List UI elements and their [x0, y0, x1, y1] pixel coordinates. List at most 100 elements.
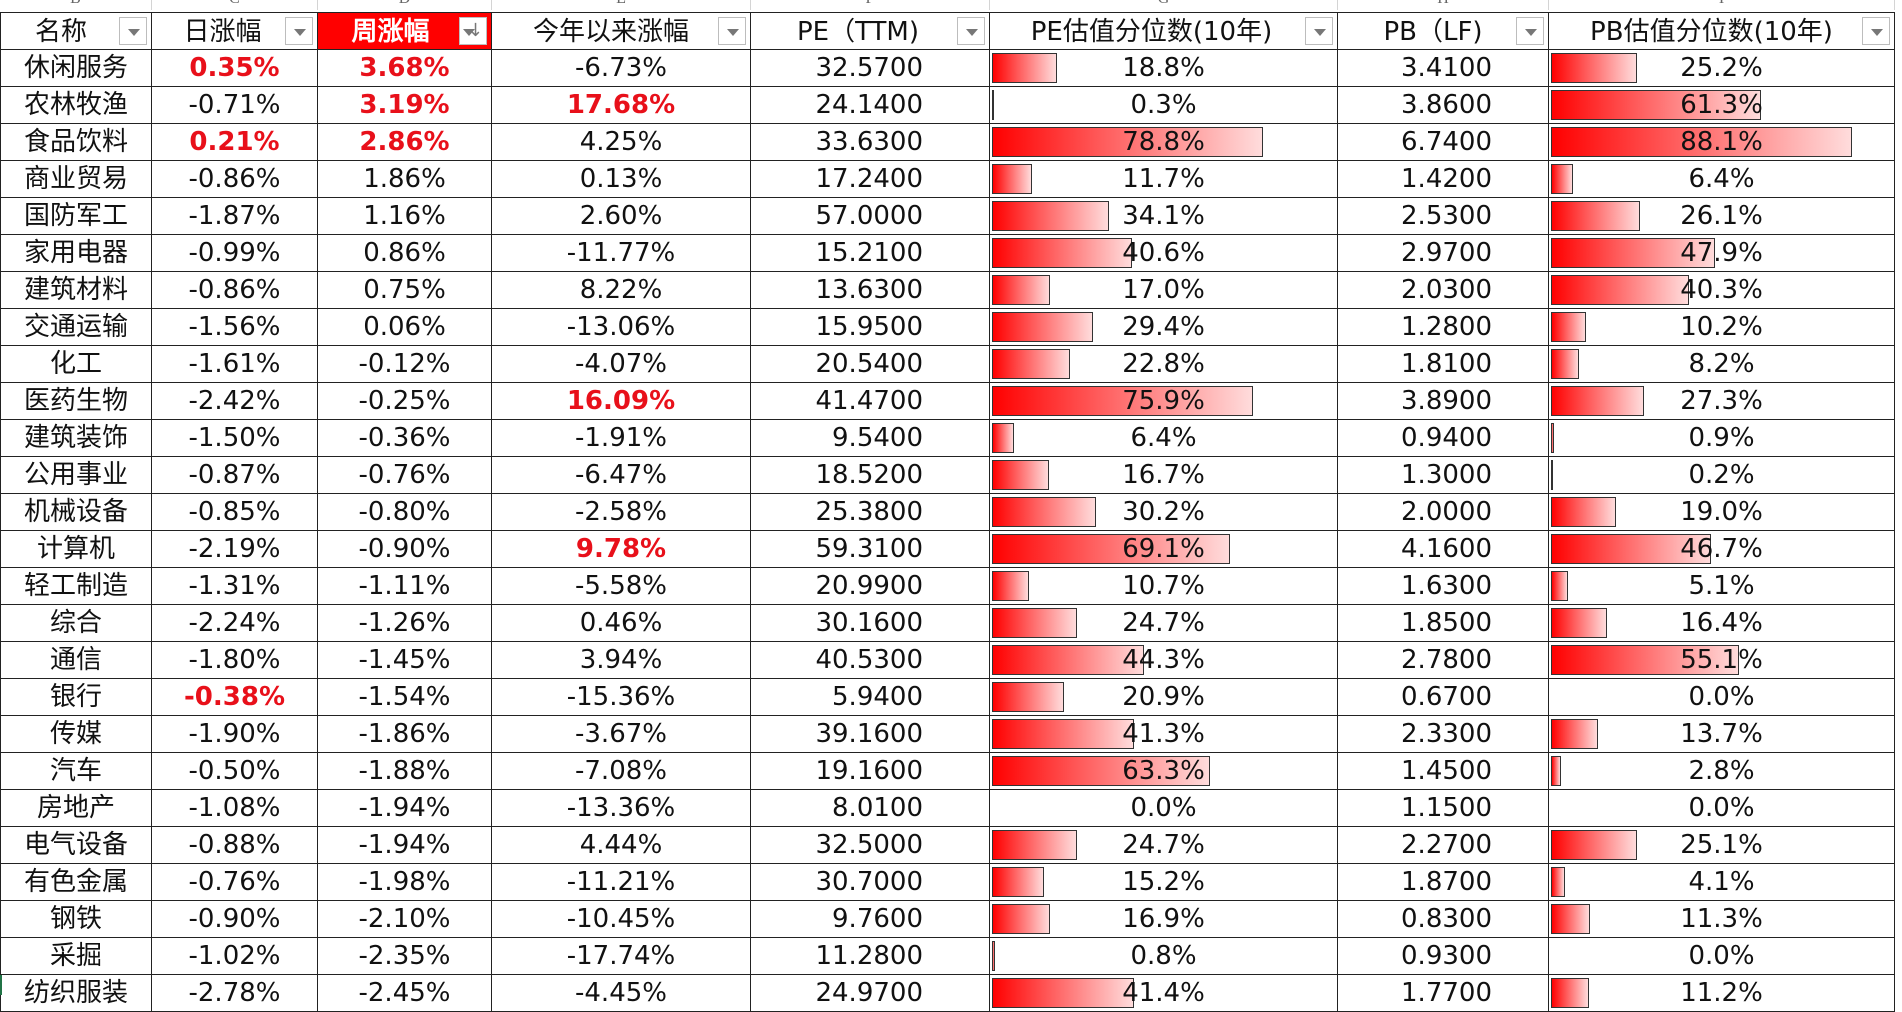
- cell-name[interactable]: 国防军工: [0, 198, 152, 235]
- cell-pb[interactable]: 1.4200: [1338, 161, 1549, 198]
- cell-ytd[interactable]: -4.45%: [492, 975, 751, 1012]
- cell-day[interactable]: -0.99%: [152, 235, 318, 272]
- cell-pb[interactable]: 1.7700: [1338, 975, 1549, 1012]
- cell-pe-pct[interactable]: 11.7%: [990, 161, 1338, 198]
- cell-pb-pct[interactable]: 26.1%: [1549, 198, 1895, 235]
- cell-pe[interactable]: 17.2400: [751, 161, 990, 198]
- cell-week[interactable]: -1.98%: [318, 864, 492, 901]
- filter-dropdown-button[interactable]: [1305, 17, 1333, 45]
- cell-pb-pct[interactable]: 4.1%: [1549, 864, 1895, 901]
- column-letter-E[interactable]: E: [492, 0, 751, 10]
- cell-day[interactable]: -0.85%: [152, 494, 318, 531]
- cell-pe[interactable]: 32.5000: [751, 827, 990, 864]
- cell-day[interactable]: -2.42%: [152, 383, 318, 420]
- cell-week[interactable]: -1.88%: [318, 753, 492, 790]
- cell-name[interactable]: 银行: [0, 679, 152, 716]
- cell-name[interactable]: 轻工制造: [0, 568, 152, 605]
- cell-pe-pct[interactable]: 41.3%: [990, 716, 1338, 753]
- cell-pb[interactable]: 2.0300: [1338, 272, 1549, 309]
- cell-week[interactable]: -1.26%: [318, 605, 492, 642]
- cell-pb[interactable]: 1.1500: [1338, 790, 1549, 827]
- cell-ytd[interactable]: -13.06%: [492, 309, 751, 346]
- sort-descending-filter-button[interactable]: ↓: [459, 17, 487, 45]
- cell-pb[interactable]: 0.6700: [1338, 679, 1549, 716]
- cell-name[interactable]: 食品饮料: [0, 124, 152, 161]
- cell-ytd[interactable]: -5.58%: [492, 568, 751, 605]
- cell-pb[interactable]: 2.3300: [1338, 716, 1549, 753]
- cell-pe-pct[interactable]: 0.3%: [990, 87, 1338, 124]
- cell-pb-pct[interactable]: 11.2%: [1549, 975, 1895, 1012]
- cell-pe[interactable]: 59.3100: [751, 531, 990, 568]
- cell-pb-pct[interactable]: 19.0%: [1549, 494, 1895, 531]
- cell-name[interactable]: 房地产: [0, 790, 152, 827]
- cell-pe-pct[interactable]: 18.8%: [990, 50, 1338, 87]
- cell-name[interactable]: 化工: [0, 346, 152, 383]
- cell-pb[interactable]: 1.4500: [1338, 753, 1549, 790]
- cell-ytd[interactable]: 2.60%: [492, 198, 751, 235]
- cell-pb[interactable]: 1.8700: [1338, 864, 1549, 901]
- cell-day[interactable]: -1.80%: [152, 642, 318, 679]
- cell-pb-pct[interactable]: 25.2%: [1549, 50, 1895, 87]
- cell-pb-pct[interactable]: 47.9%: [1549, 235, 1895, 272]
- cell-name[interactable]: 钢铁: [0, 901, 152, 938]
- cell-pe[interactable]: 41.4700: [751, 383, 990, 420]
- cell-name[interactable]: 公用事业: [0, 457, 152, 494]
- cell-pe[interactable]: 25.3800: [751, 494, 990, 531]
- column-letter-I[interactable]: I: [1549, 0, 1895, 10]
- cell-pb[interactable]: 2.5300: [1338, 198, 1549, 235]
- cell-week[interactable]: -0.90%: [318, 531, 492, 568]
- cell-pb-pct[interactable]: 0.0%: [1549, 679, 1895, 716]
- cell-pb-pct[interactable]: 8.2%: [1549, 346, 1895, 383]
- cell-pe-pct[interactable]: 20.9%: [990, 679, 1338, 716]
- cell-week[interactable]: -0.36%: [318, 420, 492, 457]
- column-letter-B[interactable]: B: [0, 0, 152, 10]
- cell-day[interactable]: -1.61%: [152, 346, 318, 383]
- cell-ytd[interactable]: 4.25%: [492, 124, 751, 161]
- cell-pe[interactable]: 24.1400: [751, 87, 990, 124]
- cell-pb[interactable]: 1.6300: [1338, 568, 1549, 605]
- cell-pe[interactable]: 15.9500: [751, 309, 990, 346]
- cell-pe-pct[interactable]: 29.4%: [990, 309, 1338, 346]
- cell-pb-pct[interactable]: 0.0%: [1549, 938, 1895, 975]
- cell-pe[interactable]: 39.1600: [751, 716, 990, 753]
- cell-pe-pct[interactable]: 44.3%: [990, 642, 1338, 679]
- cell-pb[interactable]: 1.8500: [1338, 605, 1549, 642]
- cell-pb-pct[interactable]: 61.3%: [1549, 87, 1895, 124]
- cell-pe[interactable]: 8.0100: [751, 790, 990, 827]
- cell-pb-pct[interactable]: 11.3%: [1549, 901, 1895, 938]
- column-letter-D[interactable]: D: [318, 0, 492, 10]
- cell-day[interactable]: -1.02%: [152, 938, 318, 975]
- cell-day[interactable]: 0.21%: [152, 124, 318, 161]
- cell-pb-pct[interactable]: 10.2%: [1549, 309, 1895, 346]
- cell-ytd[interactable]: 0.46%: [492, 605, 751, 642]
- cell-day[interactable]: -0.86%: [152, 161, 318, 198]
- cell-week[interactable]: 3.68%: [318, 50, 492, 87]
- cell-week[interactable]: -1.54%: [318, 679, 492, 716]
- cell-pe-pct[interactable]: 41.4%: [990, 975, 1338, 1012]
- cell-pe[interactable]: 33.6300: [751, 124, 990, 161]
- cell-name[interactable]: 汽车: [0, 753, 152, 790]
- cell-pb-pct[interactable]: 6.4%: [1549, 161, 1895, 198]
- cell-name[interactable]: 农林牧渔: [0, 87, 152, 124]
- cell-week[interactable]: -1.11%: [318, 568, 492, 605]
- cell-pb[interactable]: 4.1600: [1338, 531, 1549, 568]
- cell-pe-pct[interactable]: 78.8%: [990, 124, 1338, 161]
- cell-week[interactable]: -0.25%: [318, 383, 492, 420]
- cell-pe[interactable]: 18.5200: [751, 457, 990, 494]
- cell-name[interactable]: 休闲服务: [0, 50, 152, 87]
- cell-pb[interactable]: 0.9300: [1338, 938, 1549, 975]
- cell-pe[interactable]: 20.5400: [751, 346, 990, 383]
- cell-ytd[interactable]: -11.21%: [492, 864, 751, 901]
- cell-pb[interactable]: 2.2700: [1338, 827, 1549, 864]
- cell-pe[interactable]: 24.9700: [751, 975, 990, 1012]
- cell-ytd[interactable]: -7.08%: [492, 753, 751, 790]
- cell-ytd[interactable]: 3.94%: [492, 642, 751, 679]
- cell-day[interactable]: -0.87%: [152, 457, 318, 494]
- filter-dropdown-button[interactable]: [1516, 17, 1544, 45]
- cell-name[interactable]: 采掘: [0, 938, 152, 975]
- cell-pb[interactable]: 1.2800: [1338, 309, 1549, 346]
- cell-pe[interactable]: 9.7600: [751, 901, 990, 938]
- column-letter-G[interactable]: G: [990, 0, 1338, 10]
- cell-pe-pct[interactable]: 30.2%: [990, 494, 1338, 531]
- cell-pe-pct[interactable]: 34.1%: [990, 198, 1338, 235]
